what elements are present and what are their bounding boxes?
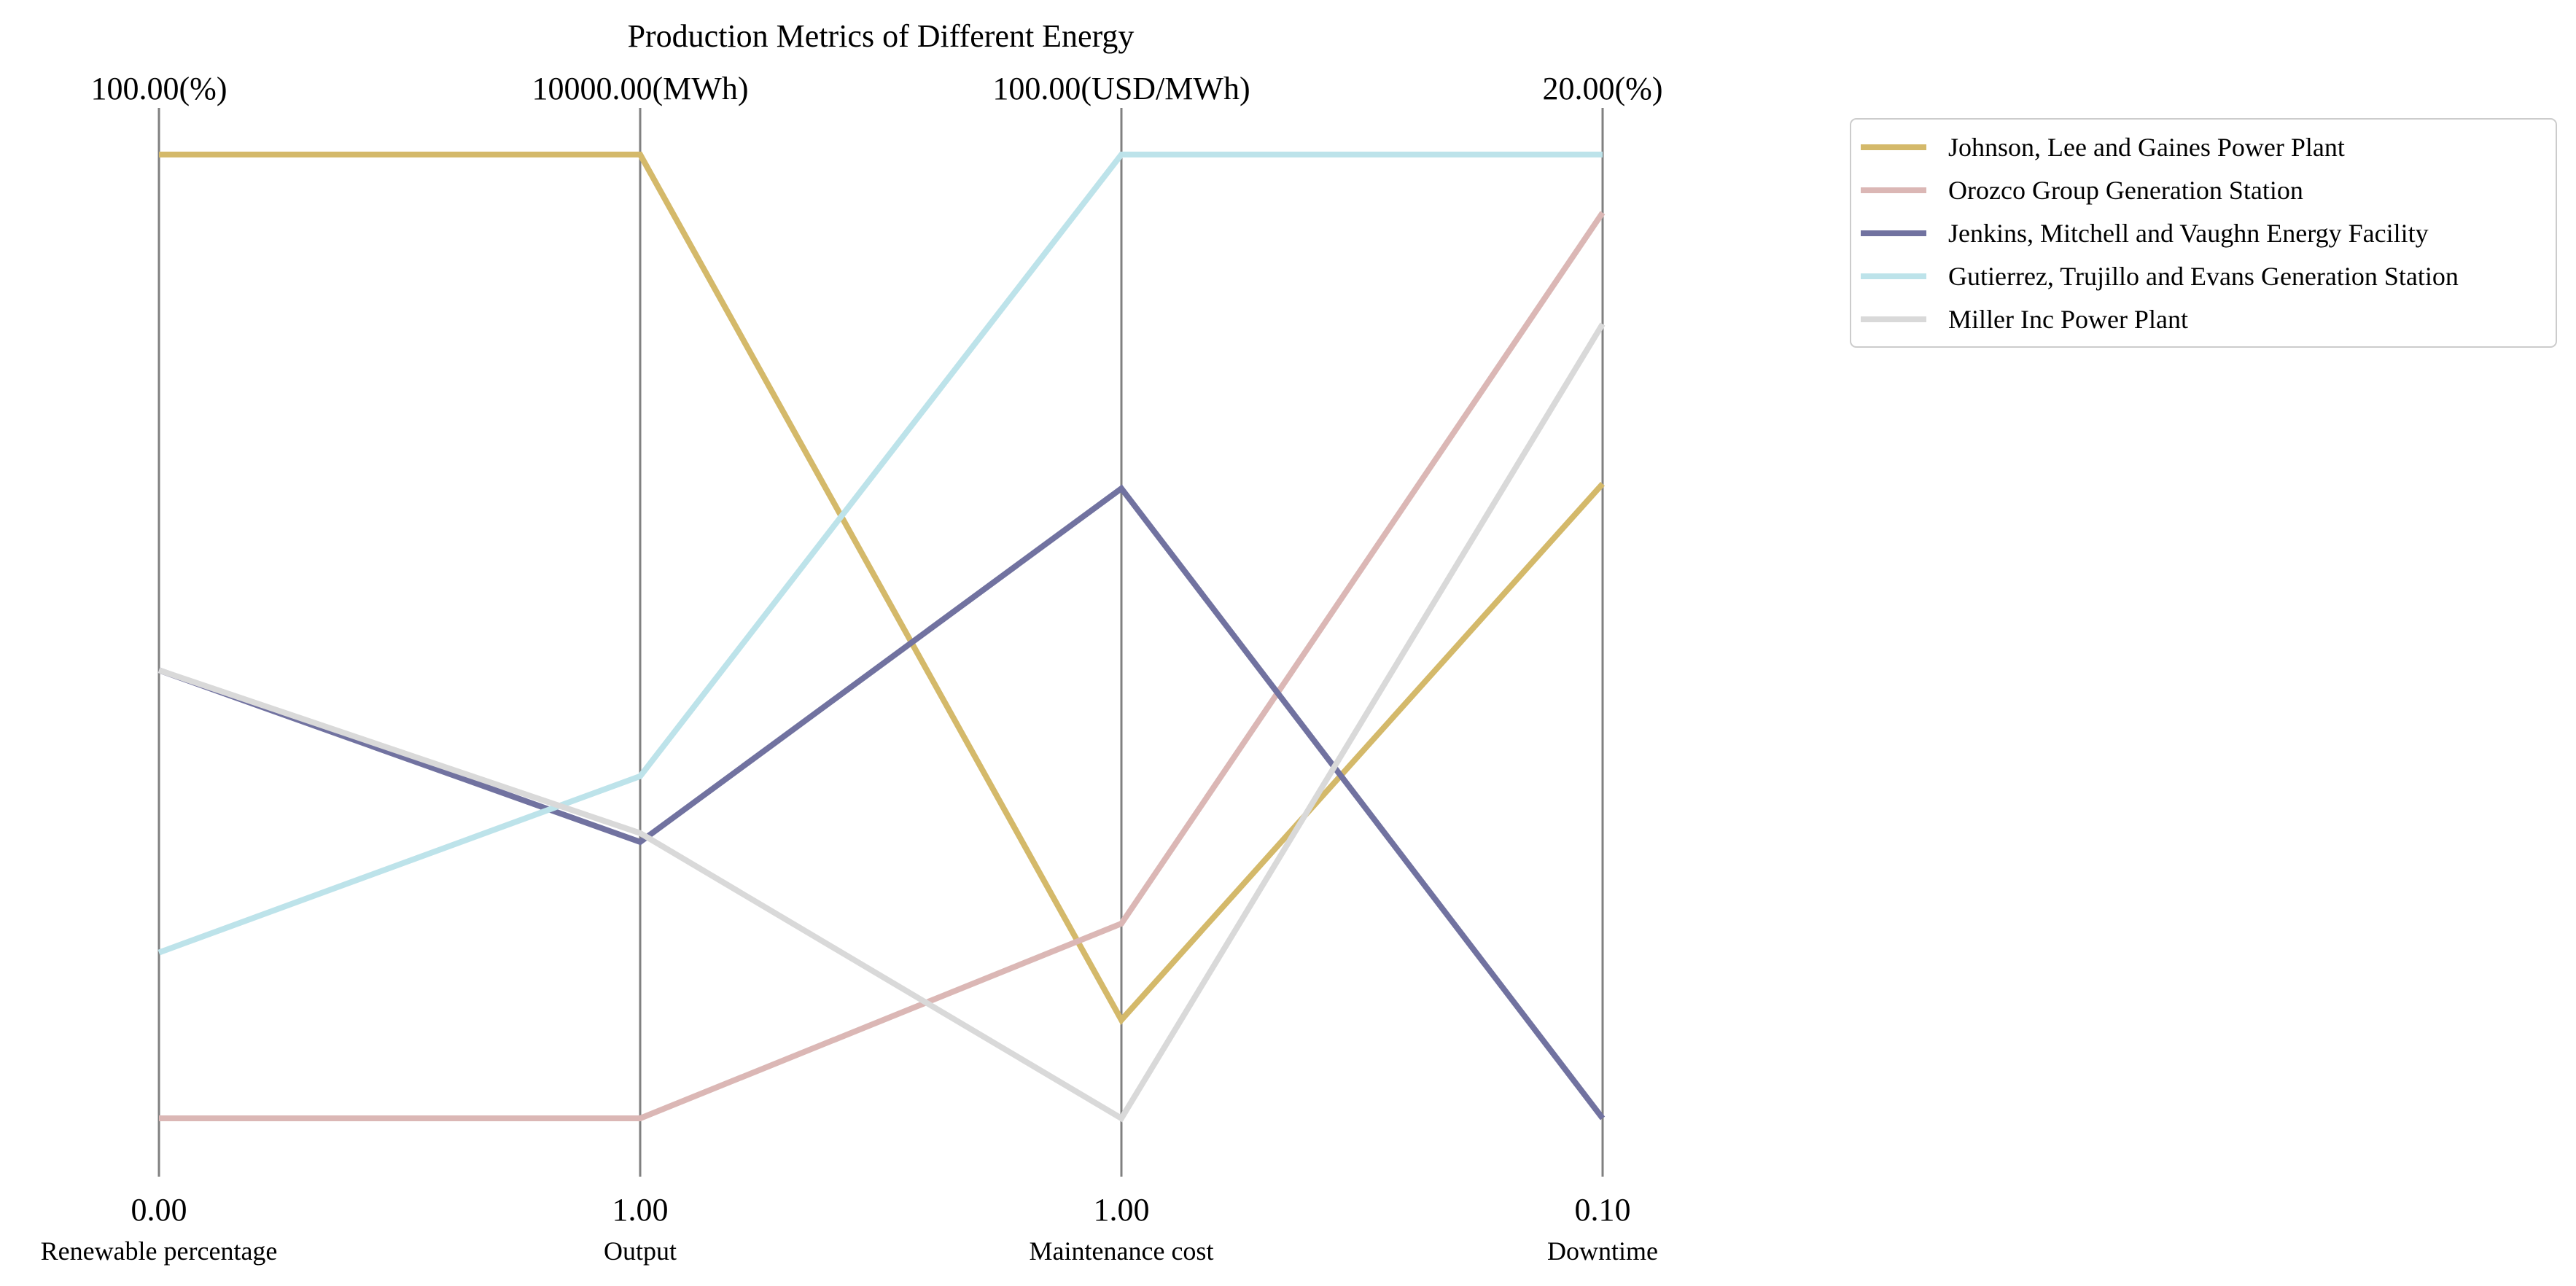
legend-frame xyxy=(1850,118,2557,348)
series-line-1 xyxy=(159,211,1606,1121)
axis-max-label-output: 10000.00(MWh) xyxy=(532,71,749,106)
series-line-3 xyxy=(157,152,1603,956)
axis-min-label-renewable: 0.00 xyxy=(131,1192,187,1228)
legend-label-2: Jenkins, Mitchell and Vaughn Energy Faci… xyxy=(1948,219,2429,248)
axis-title-downtime: Downtime xyxy=(1547,1236,1658,1266)
series-line-2 xyxy=(157,484,1606,1121)
chart-title: Production Metrics of Different Energy xyxy=(628,18,1135,54)
legend-label-3: Gutierrez, Trujillo and Evans Generation… xyxy=(1948,262,2459,291)
legend-label-0: Johnson, Lee and Gaines Power Plant xyxy=(1948,133,2345,162)
axis-title-renewable: Renewable percentage xyxy=(41,1236,278,1266)
series-layer xyxy=(157,152,1606,1123)
legend-label-4: Miller Inc Power Plant xyxy=(1948,305,2188,334)
axis-min-label-maintenance: 1.00 xyxy=(1094,1192,1150,1228)
axis-min-label-output: 1.00 xyxy=(612,1192,669,1228)
axis-min-label-downtime: 0.10 xyxy=(1575,1192,1631,1228)
axis-max-label-maintenance: 100.00(USD/MWh) xyxy=(992,71,1250,106)
series-line-0 xyxy=(159,152,1605,1025)
axis-max-label-downtime: 20.00(%) xyxy=(1543,71,1663,106)
series-line-4 xyxy=(157,322,1606,1123)
axis-title-maintenance: Maintenance cost xyxy=(1030,1236,1214,1266)
axis-title-output: Output xyxy=(604,1236,677,1266)
legend-label-1: Orozco Group Generation Station xyxy=(1948,176,2303,205)
legend: Johnson, Lee and Gaines Power Plant Orozc… xyxy=(1850,118,2557,348)
axis-max-label-renewable: 100.00(%) xyxy=(91,71,227,106)
axes-layer: 100.00(%) 0.00 Renewable percentage 10000.0… xyxy=(41,71,1663,1266)
